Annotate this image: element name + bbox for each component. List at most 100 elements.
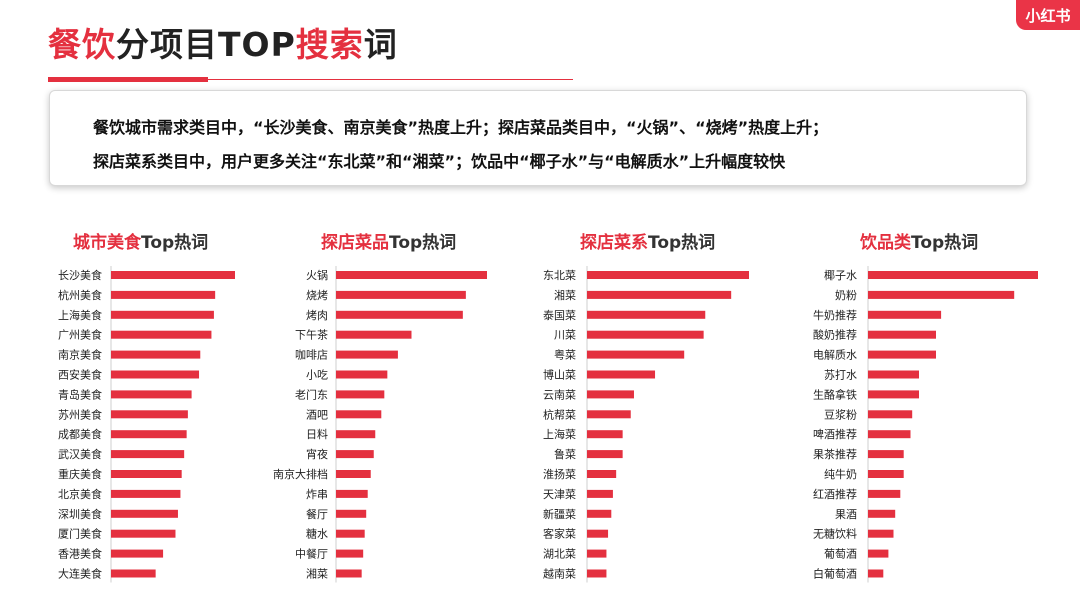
bar	[587, 370, 656, 379]
bar	[336, 310, 463, 319]
bar	[868, 430, 911, 439]
bar	[587, 450, 623, 459]
bar	[336, 549, 364, 558]
category-label: 酸奶推荐	[813, 328, 857, 342]
category-label: 越南菜	[543, 567, 576, 581]
category-label: 牛奶推荐	[813, 308, 857, 322]
category-label: 重庆美食	[58, 467, 102, 481]
bar	[336, 509, 367, 518]
logo-text: 小红书	[1025, 6, 1071, 25]
category-label: 白葡萄酒	[813, 567, 857, 581]
bar	[336, 430, 376, 439]
bar	[868, 569, 884, 578]
chart-title-drinks: 饮品类Top热词	[860, 228, 978, 253]
category-label: 下午茶	[295, 329, 328, 342]
category-label: 粤菜	[554, 348, 576, 362]
summary-box: 餐饮城市需求类目中，“长沙美食、南京美食”热度上升；探店菜品类目中，“火锅”、“…	[49, 90, 1027, 186]
category-label: 深圳美食	[58, 507, 102, 521]
bar	[868, 509, 896, 518]
bar	[868, 489, 901, 498]
category-label: 啤酒推荐	[813, 427, 857, 441]
category-label: 博山菜	[543, 369, 576, 382]
chart-title-red: 探店菜系	[580, 233, 648, 253]
bar	[336, 350, 398, 359]
bar	[868, 310, 942, 319]
title-part4: 词	[363, 25, 398, 64]
category-label: 上海美食	[58, 308, 102, 322]
chart-title-dishes: 探店菜品Top热词	[321, 228, 456, 253]
category-label: 鲁菜	[554, 447, 576, 461]
bar	[111, 350, 201, 359]
category-label: 烧烤	[306, 288, 328, 302]
bar	[587, 489, 613, 498]
bar	[111, 390, 192, 399]
bar	[587, 390, 634, 399]
category-label: 云南菜	[543, 388, 576, 401]
bar	[336, 470, 371, 478]
bar	[111, 549, 164, 558]
category-label: 泰国菜	[543, 308, 576, 322]
bar	[336, 569, 362, 578]
category-label: 香港美食	[58, 547, 102, 561]
bar	[868, 271, 1038, 279]
bar	[336, 390, 385, 399]
category-label: 果茶推荐	[813, 447, 857, 461]
chart-title-red: 饮品类	[860, 233, 911, 253]
bar	[868, 410, 913, 419]
category-label: 湖北菜	[543, 548, 576, 561]
title-underline	[48, 79, 573, 80]
category-label: 小吃	[306, 369, 328, 382]
category-label: 苏州美食	[58, 407, 102, 421]
chart-title-black: Top热词	[648, 233, 716, 253]
category-label: 厦门美食	[58, 527, 102, 541]
category-label: 苏打水	[824, 368, 857, 382]
category-label: 咖啡店	[295, 348, 328, 362]
bar	[868, 330, 936, 339]
category-label: 餐厅	[306, 507, 328, 521]
bar	[587, 509, 612, 518]
category-label: 武汉美食	[58, 447, 102, 461]
bar	[868, 450, 904, 459]
category-label: 川菜	[554, 329, 576, 342]
bar	[111, 430, 187, 439]
bar	[111, 569, 156, 578]
bar	[587, 310, 706, 319]
category-label: 豆浆粉	[824, 407, 857, 421]
bar	[587, 529, 609, 538]
category-label: 火锅	[306, 269, 328, 282]
bar	[868, 350, 936, 359]
title-underline-accent	[48, 77, 208, 82]
summary-line-2: 探店菜系类目中，用户更多关注“东北菜”和“湘菜”；饮品中“椰子水”与“电解质水”…	[93, 152, 786, 171]
category-label: 上海菜	[543, 427, 576, 441]
bar	[111, 470, 182, 478]
summary-line-1: 餐饮城市需求类目中，“长沙美食、南京美食”热度上升；探店菜品类目中，“火锅”、“…	[93, 118, 829, 137]
category-label: 北京美食	[58, 487, 102, 501]
bar	[587, 470, 617, 478]
category-label: 东北菜	[543, 269, 576, 282]
bar	[111, 310, 214, 319]
bar	[587, 549, 607, 558]
category-label: 奶粉	[835, 288, 857, 302]
bar	[336, 410, 382, 419]
bar	[336, 489, 368, 498]
bar	[336, 370, 388, 379]
category-label: 新疆菜	[543, 507, 576, 521]
title-part1: 餐饮	[48, 25, 116, 64]
category-label: 果酒	[835, 508, 857, 521]
bar	[111, 330, 212, 339]
bar	[587, 290, 732, 299]
category-label: 湘菜	[306, 567, 328, 581]
bar	[111, 529, 176, 538]
bar	[111, 450, 185, 459]
bar	[336, 290, 466, 299]
title-part3: 搜索	[295, 25, 364, 64]
chart-title-black: Top热词	[141, 233, 209, 253]
xiaohongshu-logo: 小红书	[1016, 0, 1080, 30]
category-label: 电解质水	[813, 348, 857, 362]
chart-title-cuisines: 探店菜系Top热词	[580, 228, 715, 253]
category-label: 糖水	[306, 527, 328, 541]
bar	[587, 410, 631, 419]
bar	[111, 271, 235, 279]
category-label: 炸串	[306, 488, 328, 501]
category-label: 西安美食	[58, 368, 102, 382]
